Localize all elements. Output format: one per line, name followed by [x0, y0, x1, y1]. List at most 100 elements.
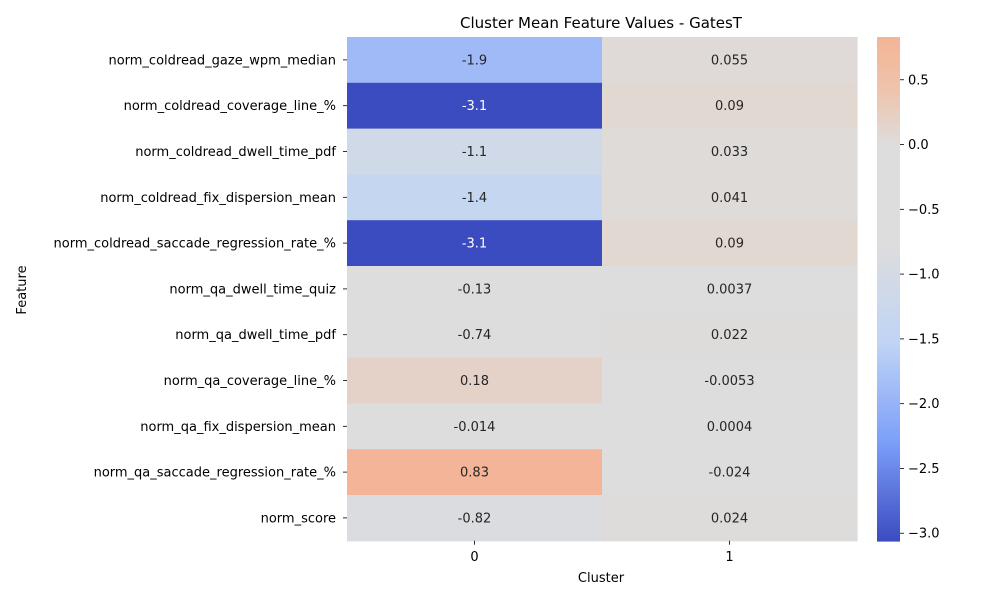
colorbar-segment: [877, 409, 900, 414]
column-label: 1: [725, 550, 733, 565]
heatmap-cell: [347, 37, 603, 84]
colorbar-segment: [877, 74, 900, 78]
colorbar-segment: [877, 248, 900, 252]
colorbar-segment: [877, 215, 900, 220]
colorbar-segment: [877, 258, 900, 262]
heatmap-cell: [347, 403, 603, 450]
colorbar-segment: [877, 309, 900, 313]
colorbar-segment: [877, 87, 900, 91]
colorbar-segment: [877, 140, 900, 144]
colorbar-segment: [877, 394, 900, 398]
colorbar-segment: [877, 498, 900, 502]
colorbar-segment: [877, 185, 900, 189]
colorbar-segment: [877, 346, 900, 351]
row-label: norm_score: [261, 511, 336, 526]
colorbar-segment: [877, 54, 900, 58]
colorbar-segment: [877, 417, 900, 421]
colorbar-segment: [877, 115, 900, 119]
colorbar-segment: [877, 329, 900, 333]
heatmap-cell: [602, 266, 858, 313]
colorbar-segment: [877, 243, 900, 247]
colorbar-segment: [877, 205, 900, 209]
colorbar-segment: [877, 291, 900, 295]
colorbar-segment: [877, 150, 900, 154]
colorbar-segment: [877, 236, 900, 240]
colorbar-segment: [877, 135, 900, 139]
colorbar-segment: [877, 523, 900, 527]
colorbar-segment: [877, 67, 900, 71]
colorbar-segment: [877, 233, 900, 237]
colorbar-segment: [877, 314, 900, 318]
colorbar-segment: [877, 445, 900, 449]
colorbar-segment: [877, 407, 900, 411]
colorbar-tick-label: −0.5: [908, 203, 940, 218]
colorbar-segment: [877, 195, 900, 199]
colorbar-segment: [877, 432, 900, 436]
cell-value-label: 0.09: [715, 99, 744, 114]
cell-value-label: -0.024: [709, 466, 751, 481]
colorbar-segment: [877, 283, 900, 288]
colorbar-segment: [877, 321, 900, 325]
colorbar-segment: [877, 483, 900, 487]
colorbar-segment: [877, 372, 900, 376]
cell-value-label: -1.1: [462, 145, 487, 160]
heatmap-cell: [602, 220, 858, 267]
colorbar-segment: [877, 304, 900, 308]
colorbar-segment: [877, 160, 900, 164]
colorbar-segment: [877, 415, 900, 419]
heatmap-cell: [347, 128, 603, 175]
colorbar-segment: [877, 460, 900, 464]
colorbar-segment: [877, 183, 900, 187]
colorbar-segment: [877, 341, 900, 346]
colorbar-segment: [877, 208, 900, 212]
colorbar-segment: [877, 278, 900, 283]
colorbar-segment: [877, 324, 900, 328]
colorbar-segment: [877, 117, 900, 121]
colorbar-segment: [877, 142, 900, 146]
colorbar-segment: [877, 447, 900, 451]
cell-value-label: 0.09: [715, 237, 744, 252]
cell-value-label: -1.9: [462, 53, 487, 68]
colorbar-segment: [877, 437, 900, 441]
row-label: norm_coldread_dwell_time_pdf: [135, 145, 336, 160]
cell-value-label: -3.1: [462, 237, 487, 252]
colorbar-segment: [877, 77, 900, 81]
cell-value-label: 0.055: [711, 53, 748, 68]
colorbar-segment: [877, 399, 900, 403]
colorbar-segment: [877, 513, 900, 517]
colorbar-segment: [877, 354, 900, 358]
colorbar-segment: [877, 485, 900, 489]
heatmap-cell: [347, 311, 603, 359]
colorbar-tick-label: −3.0: [908, 527, 940, 542]
cell-value-label: -0.13: [458, 282, 492, 297]
colorbar-segment: [877, 256, 900, 260]
colorbar-segment: [877, 84, 900, 88]
colorbar-segment: [877, 339, 900, 343]
heatmap-cell: [602, 174, 858, 221]
cell-value-label: 0.0004: [707, 420, 753, 435]
heatmap-cell: [602, 495, 858, 542]
colorbar-segment: [877, 157, 900, 162]
colorbar-segment: [877, 296, 900, 300]
colorbar-segment: [877, 528, 900, 532]
colorbar-segment: [877, 465, 900, 469]
colorbar-segment: [877, 384, 900, 388]
heatmap-cell: [347, 174, 603, 221]
colorbar-segment: [877, 64, 900, 68]
colorbar-segment: [877, 180, 900, 184]
heatmap-cell: [602, 449, 858, 496]
colorbar-segment: [877, 266, 900, 270]
colorbar-segment: [877, 425, 900, 429]
colorbar-segment: [877, 422, 900, 426]
colorbar-segment: [877, 251, 900, 255]
colorbar-segment: [877, 127, 900, 131]
colorbar-segment: [877, 190, 900, 194]
colorbar-segment: [877, 168, 900, 172]
colorbar-segment: [877, 100, 900, 104]
colorbar-segment: [877, 387, 900, 391]
row-label: norm_coldread_gaze_wpm_median: [108, 53, 336, 68]
colorbar-segment: [877, 72, 900, 76]
colorbar-segment: [877, 435, 900, 439]
colorbar-segment: [877, 120, 900, 124]
colorbar-segment: [877, 495, 900, 499]
